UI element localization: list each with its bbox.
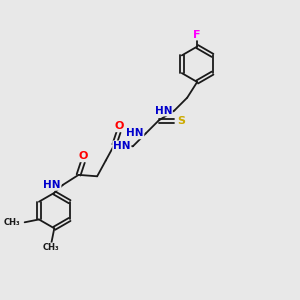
Text: O: O: [79, 151, 88, 161]
Text: S: S: [178, 116, 185, 126]
Text: O: O: [115, 121, 124, 131]
Text: HN: HN: [113, 141, 130, 151]
Text: F: F: [194, 29, 201, 40]
Text: CH₃: CH₃: [43, 243, 60, 252]
Text: CH₃: CH₃: [4, 218, 20, 227]
Text: HN: HN: [154, 106, 172, 116]
Text: HN: HN: [126, 128, 143, 138]
Text: HN: HN: [43, 180, 61, 190]
